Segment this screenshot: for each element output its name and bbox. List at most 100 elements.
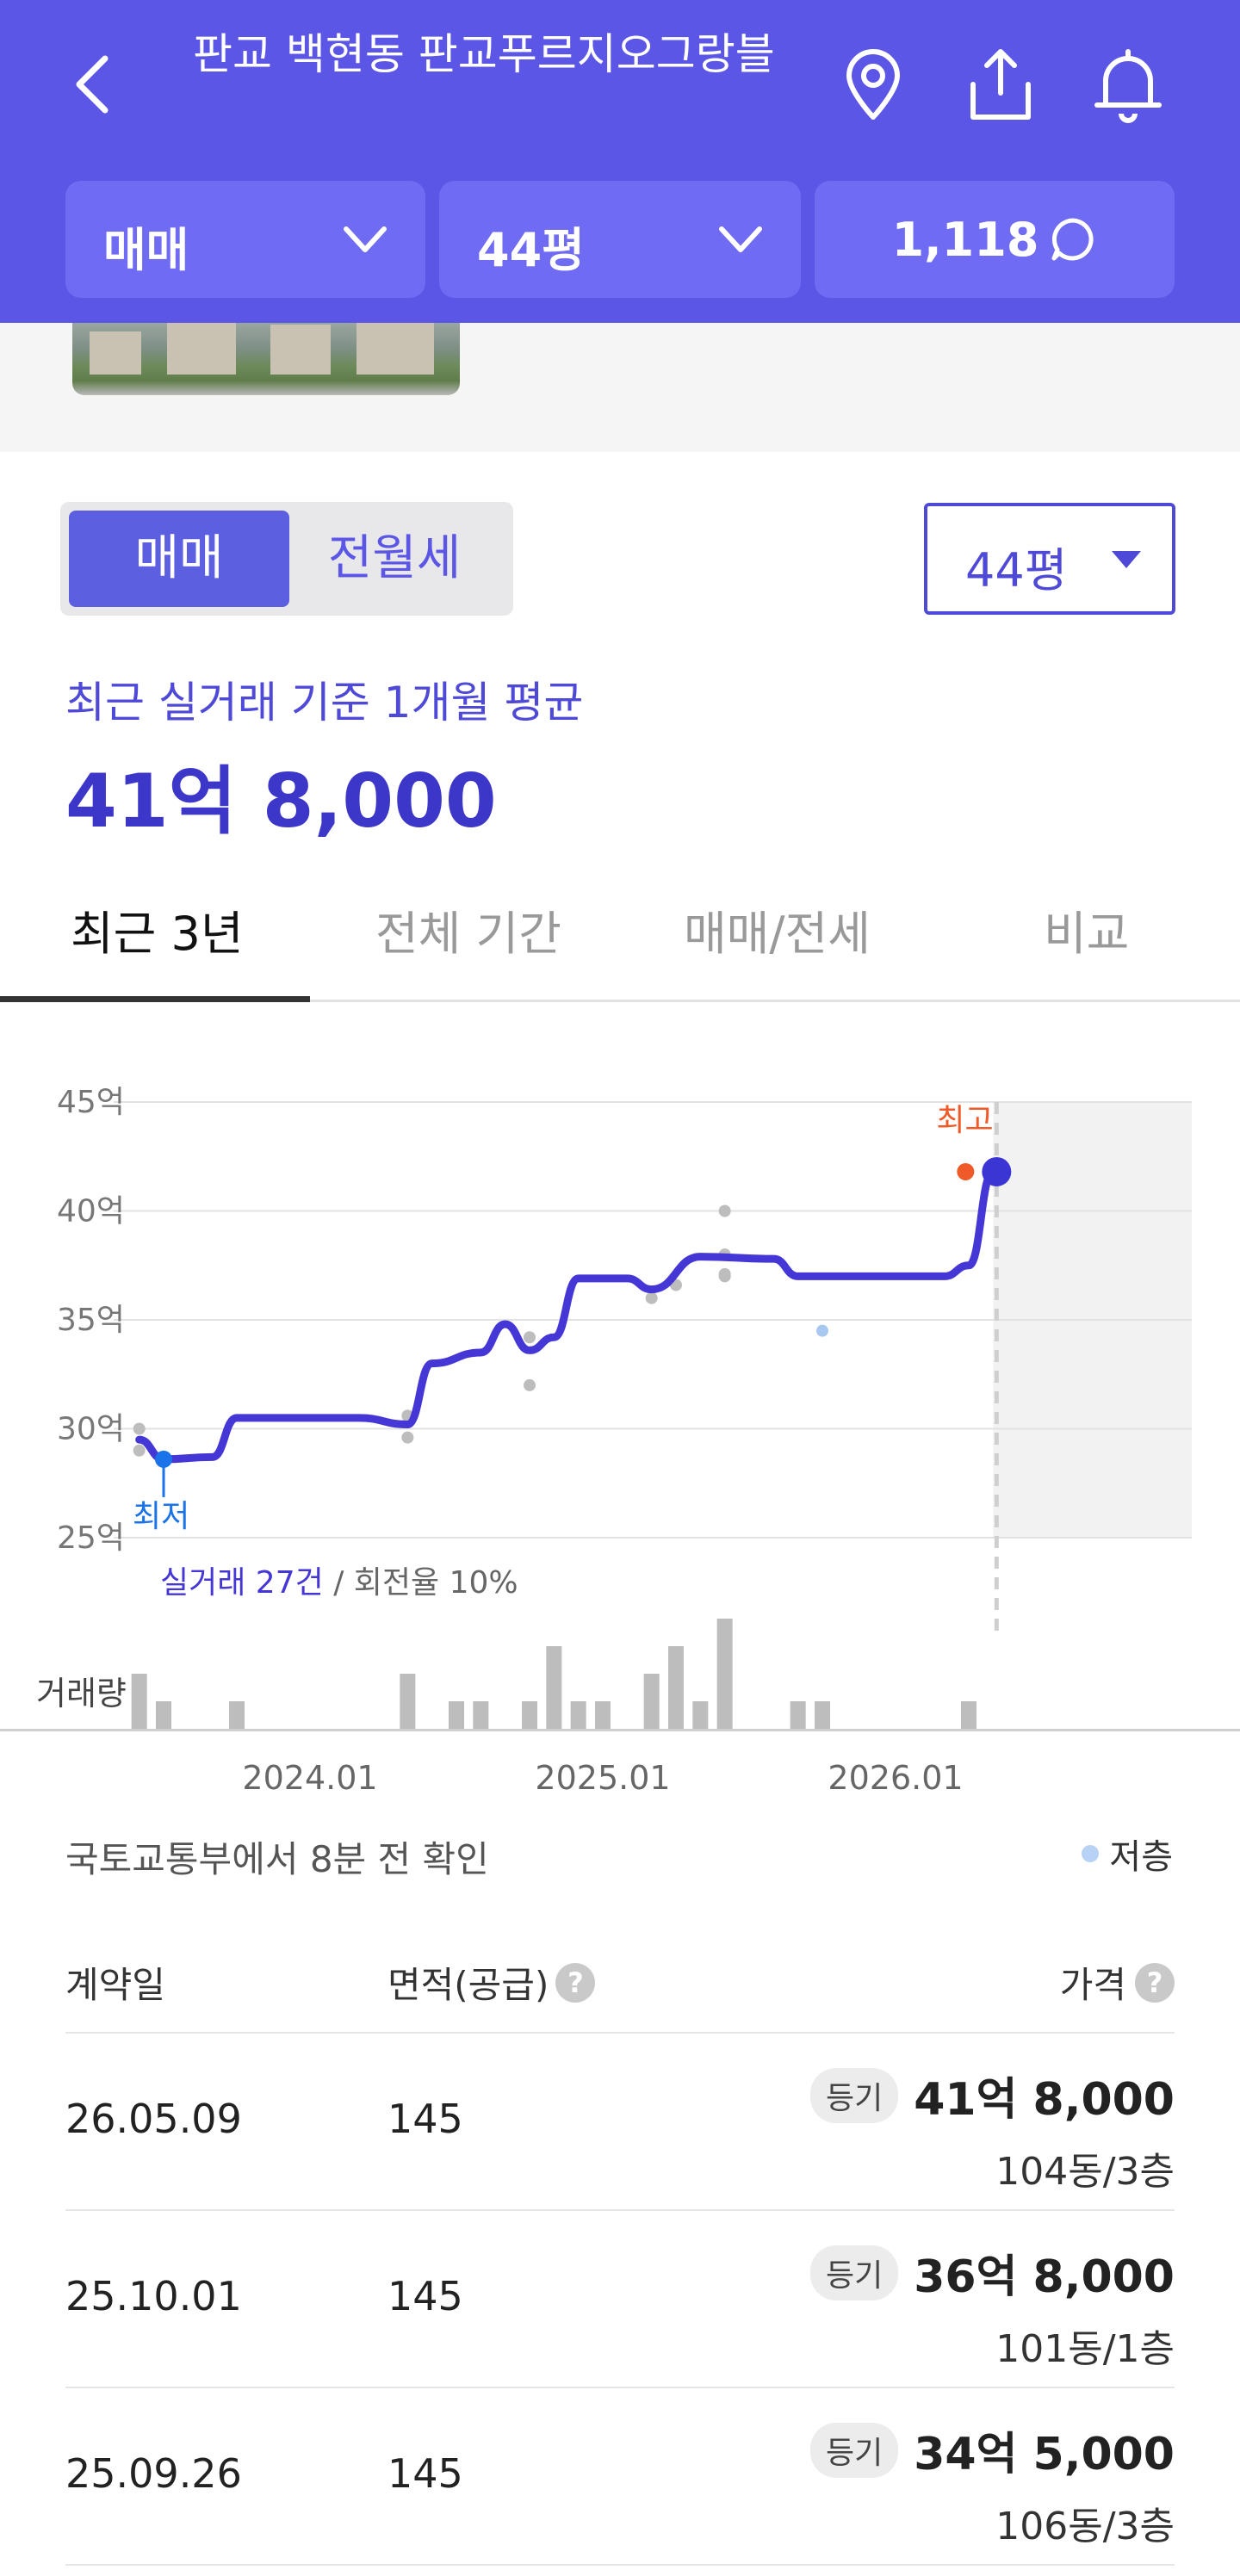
volume-bar (131, 1674, 147, 1729)
photo-strip (0, 323, 1240, 452)
transaction-dot (524, 1331, 536, 1344)
price-chart: 45억 40억 35억 30억 25억 최고 최저 실거래 27건 / 회전율 10% 2024… (0, 1033, 1240, 1808)
row-date: 26.05.09 (65, 2096, 242, 2142)
chevron-down-icon (344, 226, 387, 252)
volume-bar (815, 1701, 830, 1729)
transaction-dot (133, 1444, 146, 1457)
x-tick-label: 2025.01 (535, 1759, 670, 1797)
volume-bar (546, 1646, 562, 1729)
volume-bar (522, 1701, 537, 1729)
volume-bar (400, 1674, 416, 1729)
volume-bar (156, 1701, 171, 1729)
chevron-down-icon (719, 226, 762, 252)
back-button[interactable] (60, 43, 129, 126)
volume-bar (595, 1701, 611, 1729)
current-point (982, 1156, 1012, 1186)
share-button[interactable] (961, 45, 1040, 124)
registered-badge: 등기 (809, 2422, 899, 2478)
app-header: 판교 백현동 판교푸르지오그랑블 매매 44평 1, (0, 0, 1240, 323)
trade-toggle: 매매 전월세 (60, 502, 513, 616)
volume-bar (716, 1619, 733, 1729)
tab-recent-3y[interactable]: 최근 3년 (71, 907, 244, 961)
chart-stats: 실거래 27건 / 회전율 10% (160, 1565, 518, 1601)
volume-bar (229, 1701, 245, 1729)
row-unit: 106동/3층 (995, 2505, 1175, 2548)
row-unit: 104동/3층 (995, 2150, 1175, 2194)
map-pin-icon (846, 49, 900, 120)
comments-button[interactable]: 1,118 (815, 181, 1175, 298)
size-select[interactable]: 44평 (924, 503, 1175, 615)
row-price: 34억 5,000 (914, 2429, 1175, 2480)
average-price-value: 41억 8,000 (65, 759, 497, 845)
low-floor-dot (816, 1324, 828, 1337)
volume-bar (643, 1674, 660, 1729)
row-price: 41억 8,000 (914, 2074, 1175, 2126)
chevron-left-icon (76, 55, 108, 114)
row-date: 25.10.01 (65, 2273, 242, 2319)
location-button[interactable] (834, 45, 913, 124)
average-price-label: 최근 실거래 기준 1개월 평균 (65, 678, 584, 728)
toggle-sale[interactable]: 매매 (69, 511, 289, 607)
y-tick-label: 30억 (57, 1412, 125, 1447)
registered-badge: 등기 (809, 2067, 899, 2123)
transaction-dot (718, 1270, 731, 1283)
trade-type-filter[interactable]: 매매 (65, 181, 425, 298)
building-shape (356, 323, 434, 375)
row-area: 145 (388, 2273, 463, 2319)
tab-indicator (0, 996, 310, 1002)
transaction-dot (718, 1204, 731, 1217)
volume-bar (668, 1646, 684, 1729)
volume-label: 거래량 (36, 1675, 127, 1712)
y-tick-label: 45억 (57, 1085, 125, 1120)
row-unit: 101동/1층 (995, 2327, 1175, 2371)
row-price-line: 등기 34억 5,000 (809, 2418, 1175, 2482)
volume-bar (692, 1701, 709, 1729)
low-marker (155, 1450, 172, 1468)
help-icon[interactable]: ? (1135, 1962, 1175, 2003)
row-price-line: 등기 41억 8,000 (809, 2063, 1175, 2127)
volume-bar (961, 1701, 976, 1729)
high-marker (957, 1162, 975, 1180)
size-filter[interactable]: 44평 (439, 181, 801, 298)
page-title: 판교 백현동 판교푸르지오그랑블 (193, 29, 775, 79)
help-icon[interactable]: ? (555, 1962, 596, 2003)
row-area: 145 (388, 2096, 463, 2142)
building-shape (270, 325, 331, 375)
y-tick-label: 35억 (57, 1303, 125, 1338)
x-tick-label: 2026.01 (828, 1759, 963, 1797)
legend-low-floor: 저층 (1082, 1829, 1173, 1879)
apartment-photo[interactable] (72, 323, 460, 395)
speech-bubble-icon (1051, 218, 1094, 261)
building-shape (167, 323, 236, 375)
header-price: 가격 ? (1060, 1956, 1175, 2009)
table-row[interactable]: 26.05.09 145 등기 41억 8,000 104동/3층 (65, 2034, 1175, 2211)
header-area: 면적(공급) ? (388, 1956, 596, 2009)
table-row[interactable]: 25.10.01 145 등기 36억 8,000 101동/1층 (65, 2211, 1175, 2388)
tab-compare[interactable]: 비교 (1044, 907, 1130, 961)
legend-label: 저층 (1109, 1837, 1173, 1877)
bell-icon (1094, 49, 1162, 123)
period-tabs: 최근 3년 전체 기간 매매/전세 비교 (0, 878, 1240, 1002)
size-filter-label: 44평 (477, 223, 585, 277)
volume-bar (449, 1701, 464, 1729)
header-price-label: 가격 (1059, 1964, 1126, 2006)
transaction-dot (645, 1291, 658, 1304)
row-area: 145 (388, 2450, 463, 2497)
toggle-rent[interactable]: 전월세 (327, 530, 462, 586)
volume-bar (790, 1701, 806, 1729)
tab-sale-jeonse[interactable]: 매매/전세 (684, 907, 871, 961)
table-header: 계약일 면적(공급) ? 가격 ? (65, 1956, 1175, 2034)
y-tick-label: 40억 (57, 1194, 125, 1229)
notification-button[interactable] (1088, 45, 1168, 124)
share-icon (970, 49, 1031, 120)
tab-all-period[interactable]: 전체 기간 (375, 907, 561, 961)
price-line (135, 1167, 997, 1464)
registered-badge: 등기 (809, 2245, 899, 2300)
table-row[interactable]: 25.09.26 145 등기 34억 5,000 106동/3층 (65, 2388, 1175, 2566)
row-price: 36억 8,000 (914, 2251, 1175, 2303)
chart-baseline (0, 1729, 1240, 1731)
x-tick-label: 2024.01 (242, 1759, 377, 1797)
caret-down-icon (1112, 551, 1141, 568)
header-area-label: 면적(공급) (388, 1964, 549, 2006)
